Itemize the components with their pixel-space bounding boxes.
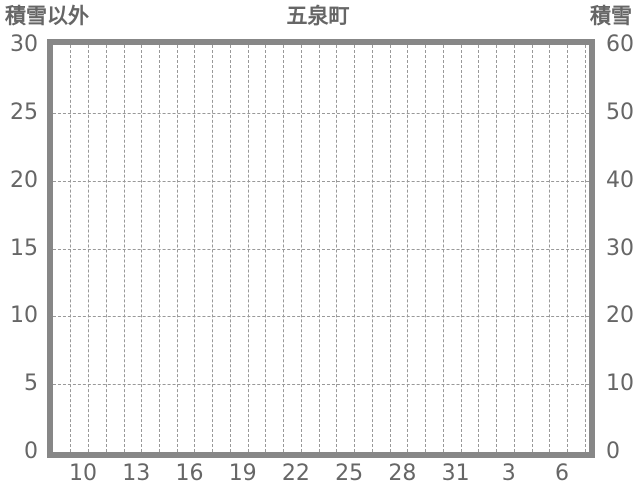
x-tick-label: 13 [122, 461, 151, 486]
right-axis-title: 積雪 [590, 4, 632, 28]
right-y-tick-label: 10 [606, 371, 634, 397]
chart-title: 五泉町 [286, 4, 350, 28]
right-y-tick-label: 50 [606, 99, 634, 125]
right-y-tick-label: 20 [606, 303, 634, 329]
right-y-tick-label: 30 [606, 235, 634, 261]
horizontal-gridline [53, 384, 589, 386]
x-tick-label: 19 [228, 461, 257, 486]
left-axis-title: 積雪以外 [5, 4, 89, 28]
plot-frame [47, 39, 595, 458]
horizontal-gridline [53, 180, 589, 182]
left-y-tick-label: 0 [24, 439, 38, 464]
right-y-tick-label: 0 [606, 439, 620, 464]
left-y-tick-label: 20 [10, 167, 38, 193]
x-tick-label: 25 [335, 461, 364, 486]
left-y-tick-label: 5 [24, 371, 38, 397]
horizontal-gridline [53, 248, 589, 250]
left-y-tick-label: 30 [10, 32, 38, 57]
left-y-tick-label: 15 [10, 235, 38, 261]
x-tick-label: 10 [69, 461, 98, 486]
horizontal-gridline [53, 316, 589, 318]
left-y-tick-label: 25 [10, 99, 38, 125]
x-tick-label: 31 [441, 461, 470, 486]
x-tick-label: 3 [501, 461, 516, 486]
x-tick-label: 22 [281, 461, 310, 486]
horizontal-gridline [53, 112, 589, 114]
x-tick-label: 6 [555, 461, 570, 486]
plot-area [53, 45, 589, 452]
left-y-tick-label: 10 [10, 303, 38, 329]
right-y-tick-label: 60 [606, 32, 634, 57]
right-y-tick-label: 40 [606, 167, 634, 193]
x-tick-label: 28 [388, 461, 417, 486]
x-tick-label: 16 [175, 461, 204, 486]
